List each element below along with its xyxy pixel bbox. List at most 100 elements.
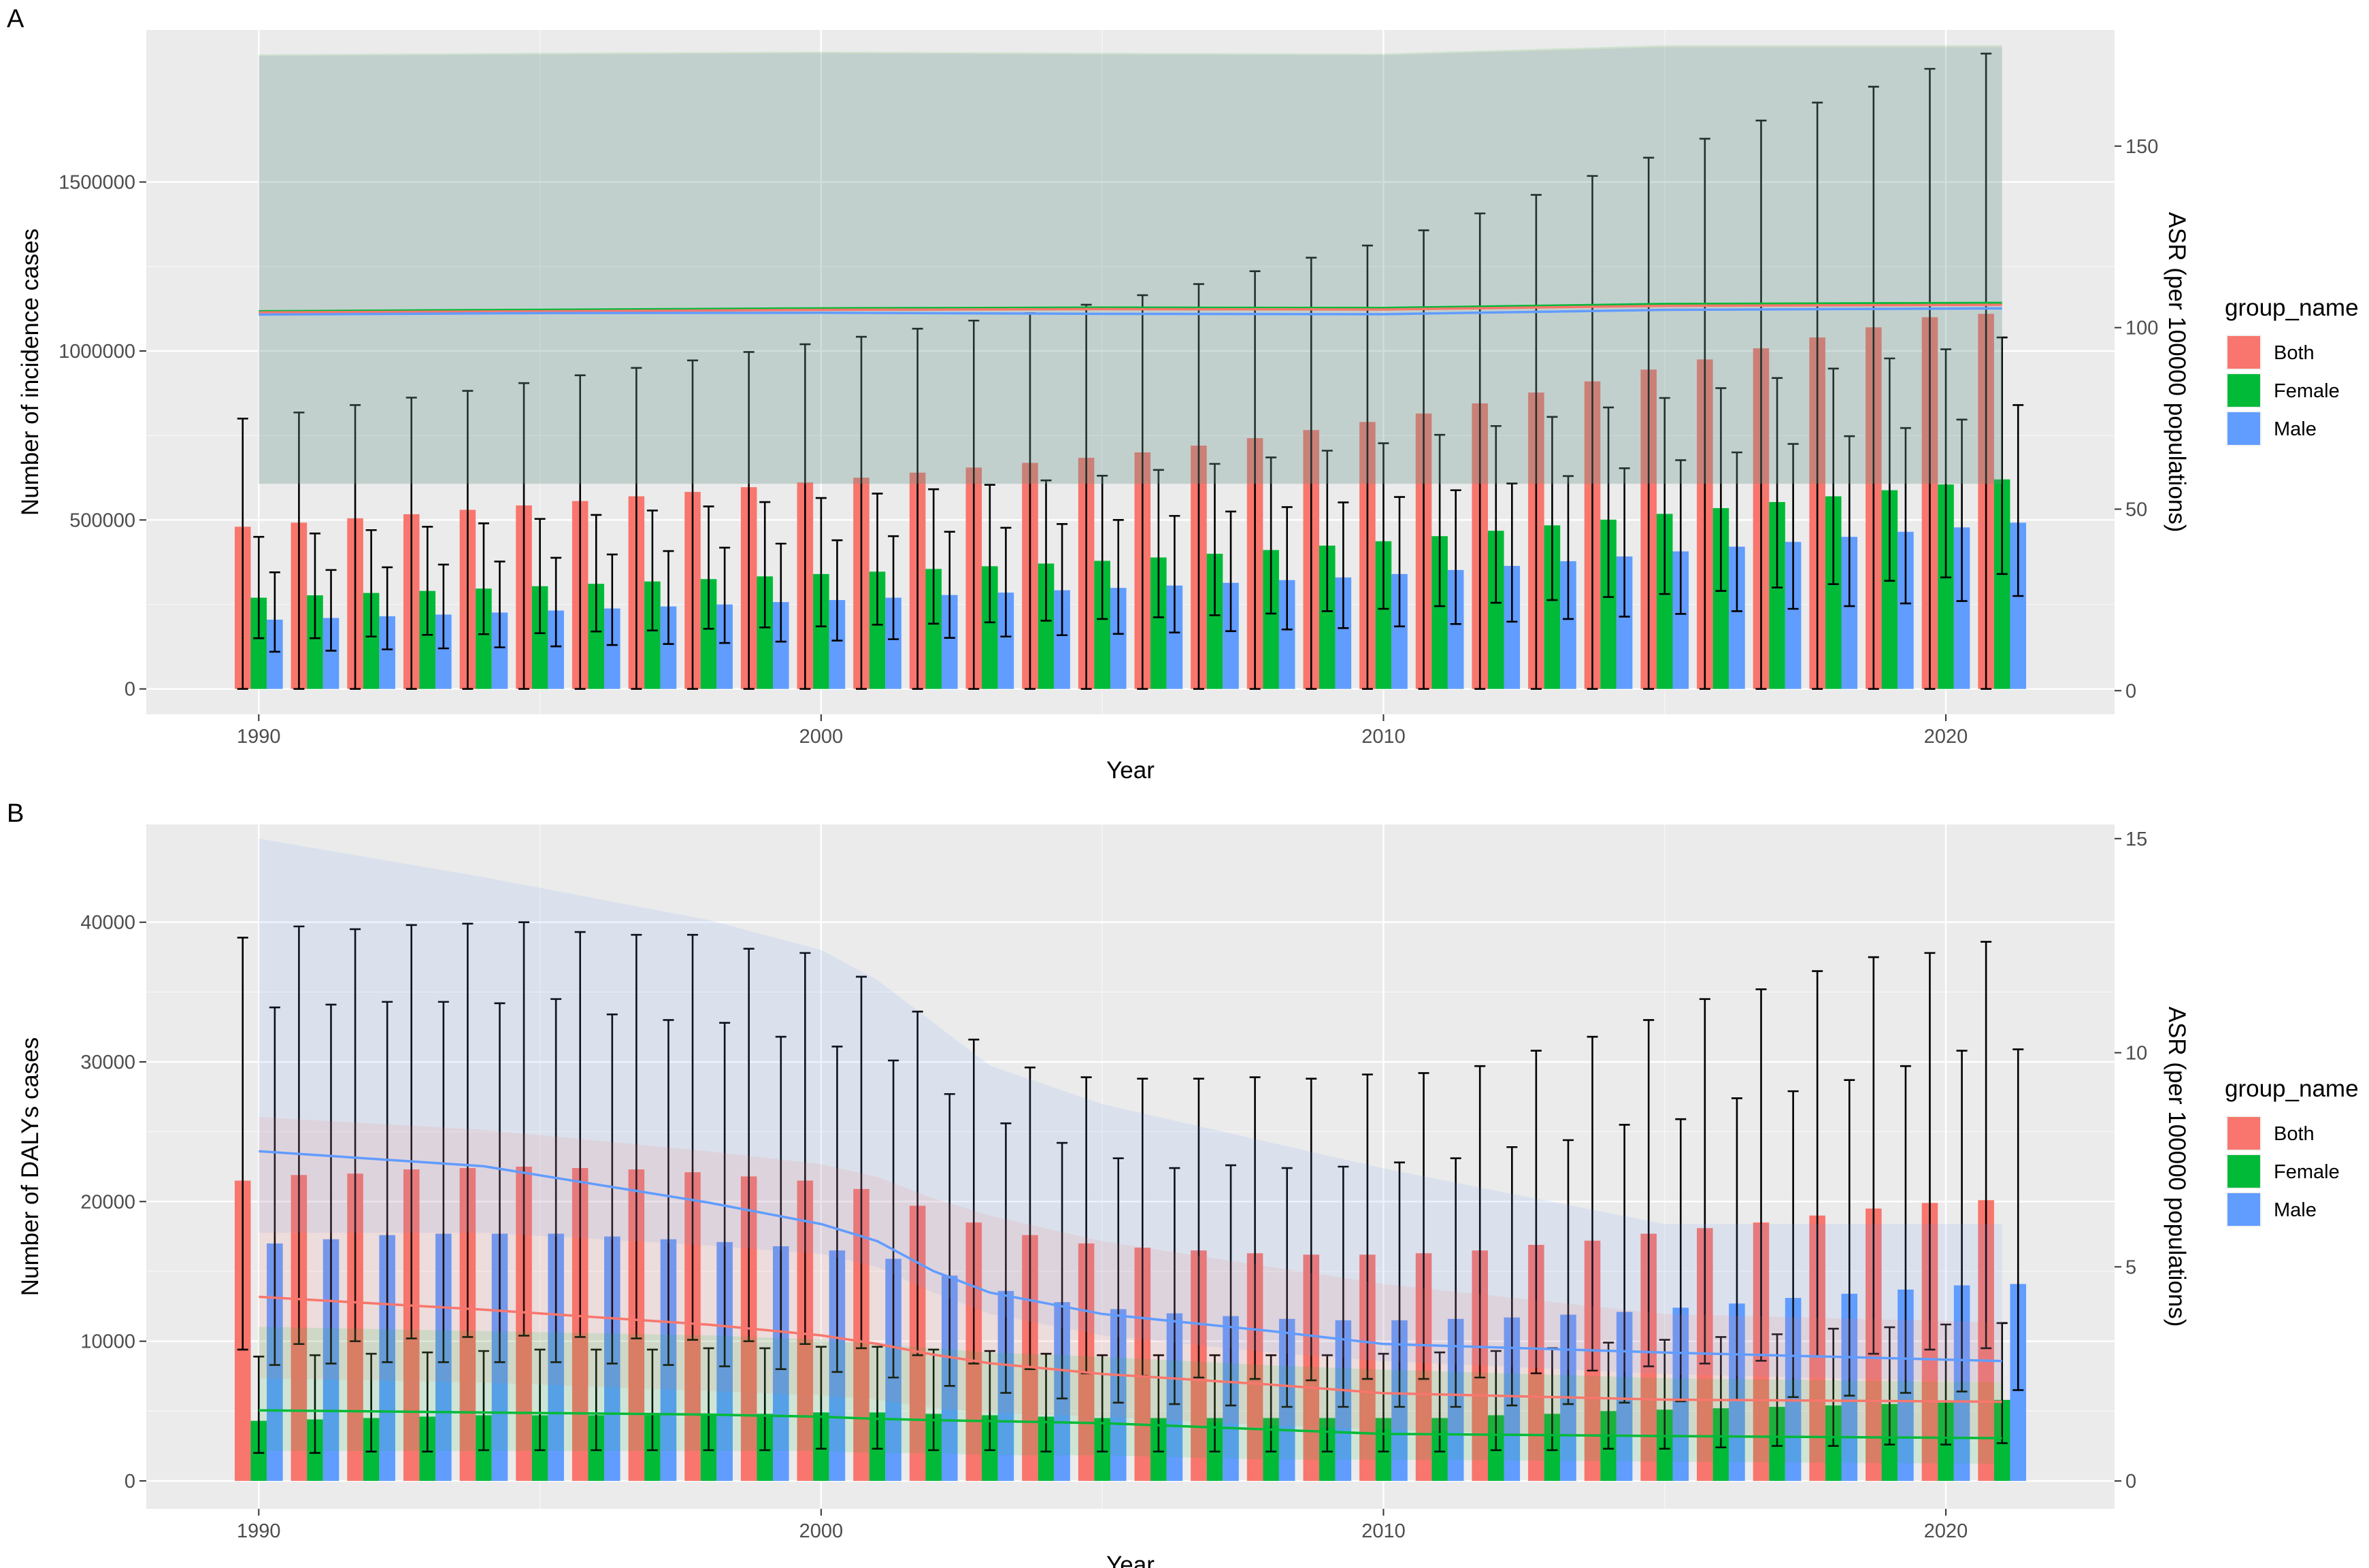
legend-swatch-both bbox=[2227, 1117, 2260, 1150]
asr-band-male bbox=[259, 47, 2002, 484]
bar bbox=[435, 614, 452, 689]
bar bbox=[1712, 507, 1729, 689]
bar bbox=[1487, 531, 1504, 689]
bar bbox=[925, 569, 942, 689]
errorbar-series-male bbox=[269, 998, 2024, 1408]
panel-b: B 0 10000 20000 30000 40000 0 5 10 15 1990 2000 2010… bbox=[7, 799, 2359, 1568]
asr-line-both bbox=[259, 303, 2002, 314]
x-tick-label: 2000 bbox=[799, 1520, 844, 1542]
bar bbox=[644, 581, 661, 689]
bar bbox=[1560, 561, 1576, 689]
errorbar-series-both bbox=[237, 52, 1992, 690]
bar bbox=[1150, 557, 1167, 689]
y2-axis-title: ASR (per 100000 populations) bbox=[2164, 1007, 2190, 1327]
bar bbox=[1656, 514, 1673, 689]
bar bbox=[757, 576, 774, 689]
bar bbox=[322, 618, 339, 689]
bar bbox=[1335, 577, 1352, 689]
asr-line-male bbox=[259, 1150, 2002, 1363]
legend-label-both: Both bbox=[2274, 342, 2315, 364]
bar bbox=[379, 616, 395, 689]
bar bbox=[1953, 527, 1970, 689]
x-axis-title: Year bbox=[1106, 757, 1155, 784]
bar bbox=[1431, 536, 1448, 689]
bar bbox=[531, 586, 548, 689]
y2-tick-label: 100 bbox=[2125, 318, 2158, 339]
legend-swatch-female bbox=[2227, 1155, 2260, 1188]
legend-label-female: Female bbox=[2274, 380, 2340, 402]
panel-a: A 0 500000 1000000 1500000 0 50 100 150 1990 2000 2… bbox=[7, 5, 2359, 784]
bar bbox=[1825, 496, 1842, 689]
bar bbox=[604, 608, 620, 689]
bar bbox=[773, 602, 789, 689]
x-tick-label: 2010 bbox=[1361, 726, 1406, 748]
panel-label: B bbox=[7, 799, 24, 828]
bar bbox=[491, 612, 508, 689]
y2-tick-label: 5 bbox=[2125, 1256, 2136, 1278]
bar bbox=[307, 595, 323, 689]
bar bbox=[1672, 551, 1689, 689]
errorbar-series-female bbox=[253, 1322, 2008, 1454]
legend: group_name Both Female Male bbox=[2225, 1075, 2359, 1227]
bar bbox=[1278, 580, 1295, 689]
bar bbox=[813, 573, 829, 689]
x-tick-label: 1990 bbox=[237, 726, 281, 748]
asr-line-female bbox=[259, 301, 2002, 313]
bar bbox=[1054, 590, 1070, 689]
y-tick-label: 0 bbox=[125, 679, 135, 701]
y-axis-title: Number of DALYs cases bbox=[17, 1037, 44, 1297]
legend-label-female: Female bbox=[2274, 1161, 2340, 1183]
legend-label-male: Male bbox=[2274, 1199, 2317, 1221]
bar bbox=[1094, 561, 1110, 689]
y-tick-label: 500000 bbox=[69, 510, 135, 531]
errorbar-series-female bbox=[253, 336, 2008, 639]
bar bbox=[548, 610, 564, 689]
bar bbox=[2010, 522, 2027, 689]
bar bbox=[250, 597, 267, 689]
bar-series-female bbox=[250, 479, 2010, 689]
legend-title: group_name bbox=[2225, 1075, 2359, 1102]
asr-band-both bbox=[259, 46, 2002, 484]
legend-label-both: Both bbox=[2274, 1123, 2315, 1145]
y-tick-label: 0 bbox=[125, 1471, 135, 1492]
bar bbox=[700, 579, 717, 689]
y-tick-label: 40000 bbox=[80, 912, 135, 934]
bar bbox=[1898, 531, 1914, 689]
errorbar-series-male bbox=[269, 404, 2024, 653]
bar bbox=[885, 597, 901, 689]
y-axis-title: Number of incidence cases bbox=[17, 229, 44, 516]
bar bbox=[829, 600, 846, 689]
y-tick-label: 30000 bbox=[80, 1052, 135, 1073]
x-tick-label: 2010 bbox=[1361, 1520, 1406, 1542]
y2-tick-label: 10 bbox=[2125, 1043, 2147, 1065]
asr-band-male bbox=[259, 838, 2002, 1383]
y-tick-label: 20000 bbox=[80, 1191, 135, 1213]
bar bbox=[1600, 519, 1617, 689]
y2-axis-title: ASR (per 100000 populations) bbox=[2164, 212, 2190, 533]
y-tick-label: 1000000 bbox=[59, 341, 135, 363]
y2-tick-label: 15 bbox=[2125, 829, 2147, 850]
bar bbox=[1263, 550, 1279, 689]
bar bbox=[660, 606, 677, 689]
bar bbox=[1769, 502, 1785, 689]
legend-swatch-female bbox=[2227, 374, 2260, 407]
y-tick-label: 10000 bbox=[80, 1331, 135, 1353]
bar bbox=[363, 593, 380, 689]
errorbar-series-both bbox=[237, 921, 1992, 1382]
asr-band-both bbox=[259, 1116, 2002, 1439]
x-tick-label: 2020 bbox=[1924, 726, 1968, 748]
legend: group_name Both Female Male bbox=[2225, 295, 2359, 446]
bar bbox=[1544, 525, 1561, 689]
bar bbox=[1110, 588, 1127, 689]
bar bbox=[1938, 484, 1954, 689]
y2-tick-label: 0 bbox=[2125, 1471, 2136, 1492]
bar bbox=[476, 588, 492, 689]
y2-tick-label: 0 bbox=[2125, 680, 2136, 702]
bar bbox=[1206, 554, 1223, 689]
bar bbox=[869, 571, 886, 689]
asr-band-female bbox=[259, 45, 2002, 484]
y2-tick-label: 150 bbox=[2125, 136, 2158, 158]
bar bbox=[1729, 546, 1745, 689]
x-tick-label: 1990 bbox=[237, 1520, 281, 1542]
legend-label-male: Male bbox=[2274, 418, 2317, 440]
